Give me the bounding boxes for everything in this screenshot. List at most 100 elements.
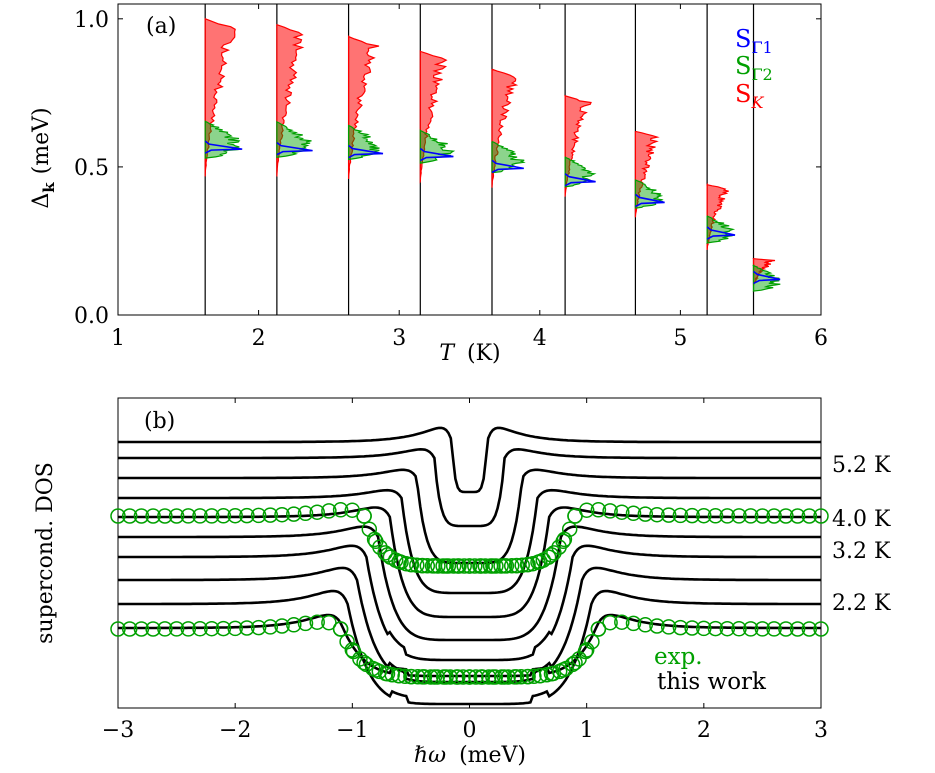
exp-data-point — [430, 558, 446, 574]
panel-b-xtick-label: 1 — [580, 718, 594, 743]
exp-data-point — [625, 505, 642, 522]
exp-data-point — [451, 558, 467, 574]
exp-data-point — [519, 668, 536, 685]
panel-a-ylabel-symbol: Δ — [29, 193, 54, 209]
exp-data-point — [416, 669, 433, 685]
panel-a-ylabel-unit: (meV) — [29, 107, 54, 174]
exp-data-point — [637, 506, 654, 522]
dos-curve — [118, 525, 821, 642]
exp-data-point — [801, 621, 818, 637]
panel-a-xlabel-unit: (K) — [467, 341, 501, 366]
gap-distribution-k — [276, 23, 305, 177]
legend-gamma1-main: S — [735, 25, 751, 53]
exp-data-point — [133, 621, 150, 637]
exp-data-point — [250, 619, 267, 636]
exp-data-point — [684, 620, 700, 636]
gap-histogram — [564, 4, 597, 315]
panel-a-xtick-label: 1 — [111, 326, 125, 351]
gap-distribution-gamma1 — [753, 270, 781, 285]
exp-data-point — [649, 506, 665, 523]
exp-data-point — [696, 507, 712, 524]
exp-data-point — [498, 558, 515, 574]
exp-data-point — [801, 508, 818, 524]
panel-b-xlabel-unit: (meV) — [459, 743, 526, 768]
gap-histogram — [634, 4, 665, 315]
dos-curve — [118, 488, 821, 595]
legend-k: SK — [735, 80, 764, 112]
exp-data-point — [121, 621, 138, 637]
exp-data-point — [203, 508, 220, 524]
panel-a-legend: SΓ1 SΓ2 SK — [735, 25, 773, 112]
panel-a-ytick-label: 1.0 — [74, 8, 109, 33]
dos-curve — [118, 589, 821, 706]
panel-b-frame — [117, 397, 822, 709]
panel-b-xtick-label: −1 — [336, 718, 368, 743]
panel-a-frame — [117, 3, 822, 316]
exp-data-point — [754, 621, 771, 637]
exp-data-point — [514, 557, 530, 573]
dos-curve — [118, 447, 821, 528]
exp-data-point — [227, 620, 243, 637]
exp-data-point — [590, 502, 607, 518]
exp-data-point — [403, 556, 420, 573]
dos-curve — [118, 613, 821, 678]
exp-data-point — [429, 669, 446, 685]
exp-data-point — [472, 558, 488, 574]
panel-a-ytick-label: 0.5 — [74, 156, 109, 181]
exp-data-point — [274, 506, 290, 523]
exp-data-point — [192, 508, 208, 524]
exp-data-point — [297, 615, 314, 632]
panel-b-xtick-label: 0 — [463, 718, 477, 743]
panel-b-label: (b) — [144, 409, 175, 434]
dos-curve — [118, 426, 821, 494]
exp-data-point — [481, 669, 497, 685]
panel-a-xlabel-symbol: T — [439, 341, 456, 366]
exp-data-point — [625, 615, 642, 632]
exp-data-point — [332, 502, 349, 518]
exp-data-point — [813, 621, 829, 637]
gap-distribution-gamma1 — [348, 144, 384, 159]
exp-data-point — [519, 556, 536, 573]
exp-data-point — [696, 620, 712, 637]
exp-data-point — [707, 620, 724, 637]
exp-data-point — [121, 508, 138, 524]
gap-distribution-k — [706, 182, 729, 251]
exp-data-point — [332, 621, 349, 637]
gap-histogram — [347, 4, 384, 315]
exp-data-point — [356, 508, 372, 524]
legend-exp: exp. — [654, 644, 703, 670]
exp-data-point — [398, 555, 414, 572]
exp-data-point — [719, 620, 736, 637]
gap-distribution-k — [564, 94, 592, 197]
gap-histogram — [491, 4, 526, 315]
panel-a-xtick-label: 5 — [673, 326, 687, 351]
exp-data-point — [602, 614, 618, 631]
exp-data-point — [509, 557, 525, 574]
exp-data-point — [423, 669, 439, 685]
exp-data-point — [672, 619, 689, 636]
gap-histogram — [204, 4, 243, 315]
exp-data-point — [344, 642, 361, 658]
gap-distribution-k — [419, 49, 448, 184]
panel-b-xlabel: ℏω (meV) — [414, 743, 526, 768]
exp-data-point — [614, 614, 630, 630]
exp-data-point — [766, 508, 782, 524]
legend-gamma2: SΓ2 — [735, 52, 773, 84]
exp-data-point — [731, 508, 747, 524]
panel-b-xtick-label: −3 — [102, 718, 134, 743]
gap-distribution-gamma1 — [204, 140, 243, 154]
panel-a-ytick-label: 0.0 — [74, 304, 109, 329]
exp-data-point — [540, 549, 557, 565]
exp-data-point — [488, 558, 504, 574]
panel-b: −3 −2 −1 0 1 2 3 (b) ℏω (meV) supercond. DOS 5… — [33, 397, 891, 768]
exp-data-point — [556, 531, 573, 548]
exp-data-point — [435, 558, 451, 574]
exp-data-point — [377, 545, 393, 561]
gap-distribution-gamma2 — [276, 120, 312, 159]
exp-data-point — [789, 621, 806, 637]
exp-data-point — [445, 558, 462, 574]
exp-data-point — [754, 508, 771, 524]
gap-distribution-k — [752, 258, 776, 286]
gap-distribution-gamma1 — [706, 226, 736, 240]
temp-label-3-2: 3.2 K — [832, 539, 891, 564]
